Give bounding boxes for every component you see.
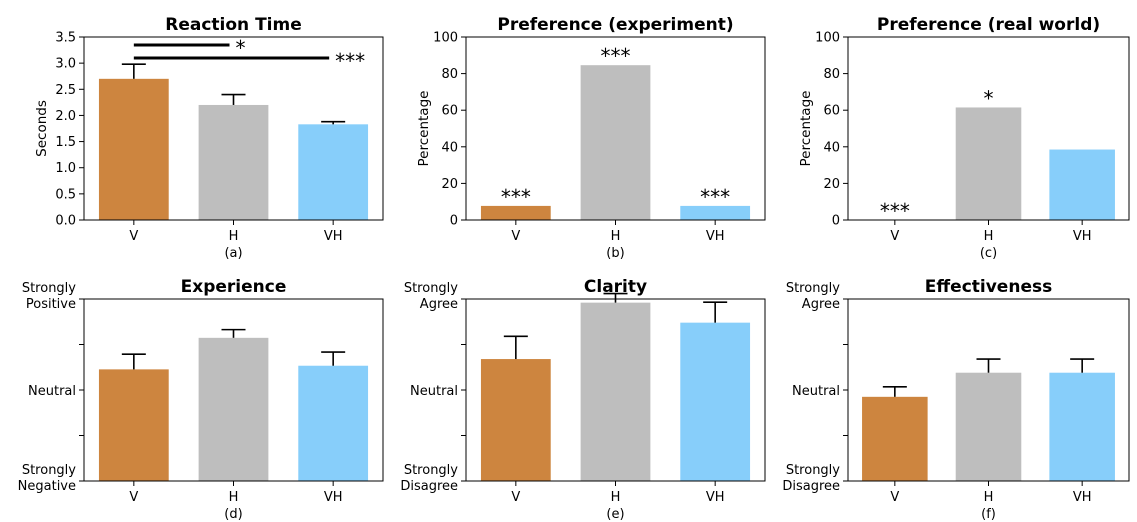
bar-h (580, 65, 651, 220)
y-tick-label: Agree (802, 297, 840, 312)
bar-v (862, 396, 928, 481)
y-tick-label: 20 (441, 177, 458, 192)
bar-vh (1049, 372, 1115, 481)
y-tick-label: Strongly (786, 281, 840, 296)
y-tick-label: Strongly (404, 463, 458, 478)
chart-caption: (b) (606, 246, 624, 261)
x-tick-label: V (890, 490, 899, 505)
y-axis-label: Seconds (34, 100, 50, 157)
significance-stars: *** (335, 49, 365, 73)
y-tick-label: 40 (441, 140, 458, 155)
x-tick-label: V (890, 229, 899, 244)
chart-caption: (e) (606, 507, 624, 522)
y-tick-label: Disagree (782, 479, 840, 494)
bar-vh (298, 365, 369, 481)
y-tick-label: Strongly (22, 463, 76, 478)
significance-stars: * (236, 36, 246, 60)
significance-stars: *** (700, 185, 730, 209)
y-tick-label: 3.5 (55, 31, 76, 46)
x-tick-label: VH (324, 229, 343, 244)
significance-stars: * (984, 86, 994, 110)
y-tick-label: Disagree (400, 479, 458, 494)
bar-h (198, 337, 269, 481)
y-tick-label: 0.5 (55, 187, 76, 202)
x-tick-label: VH (706, 490, 725, 505)
x-tick-label: V (129, 490, 138, 505)
chart-title: Clarity (584, 277, 647, 297)
y-tick-label: 80 (823, 67, 840, 82)
y-tick-label: Neutral (792, 384, 840, 399)
y-axis-label: Percentage (798, 91, 814, 167)
bar-vh (680, 322, 751, 481)
x-tick-label: H (984, 229, 994, 244)
chart-caption: (a) (224, 246, 242, 261)
bar-v (480, 205, 551, 220)
y-tick-label: 40 (823, 140, 840, 155)
x-tick-label: H (611, 490, 621, 505)
chart-caption: (d) (224, 507, 242, 522)
y-tick-label: Strongly (786, 463, 840, 478)
y-tick-label: 1.5 (55, 135, 76, 150)
y-tick-label: Strongly (404, 281, 458, 296)
y-tick-label: 60 (823, 104, 840, 119)
bar-v (480, 359, 551, 481)
y-tick-label: 80 (441, 67, 458, 82)
chart-title: Preference (real world) (877, 15, 1100, 35)
bar-v (98, 369, 169, 481)
chart-panel: EffectivenessStronglyDisagreeNeutralStro… (782, 277, 1130, 522)
y-tick-label: 2.0 (55, 109, 76, 124)
y-tick-label: 100 (433, 31, 458, 46)
y-tick-label: 0 (832, 214, 840, 229)
y-tick-label: Neutral (28, 384, 76, 399)
y-tick-label: 2.5 (55, 83, 76, 98)
y-tick-label: 1.0 (55, 161, 76, 176)
x-tick-label: VH (324, 490, 343, 505)
chart-title: Preference (experiment) (497, 15, 733, 35)
chart-title: Effectiveness (925, 277, 1052, 297)
x-tick-label: VH (706, 229, 725, 244)
chart-caption: (f) (981, 507, 996, 522)
x-tick-label: H (229, 490, 239, 505)
bar-h (955, 107, 1022, 220)
y-tick-label: Negative (18, 479, 76, 494)
y-tick-label: Strongly (22, 281, 76, 296)
y-axis-label: Percentage (416, 91, 432, 167)
bar-vh (1049, 149, 1115, 220)
x-tick-label: V (511, 229, 520, 244)
x-tick-label: V (511, 490, 520, 505)
bar-h (580, 302, 651, 481)
x-tick-label: H (984, 490, 994, 505)
bar-vh (298, 124, 369, 220)
chart-panel: ClarityStronglyDisagreeNeutralStronglyAg… (400, 277, 766, 522)
x-tick-label: VH (1073, 229, 1092, 244)
y-tick-label: 60 (441, 104, 458, 119)
y-tick-label: 3.0 (55, 57, 76, 72)
x-tick-label: VH (1073, 490, 1092, 505)
bar-v (98, 78, 169, 220)
chart-title: Reaction Time (165, 15, 302, 35)
y-tick-label: Positive (26, 297, 76, 312)
x-tick-label: V (129, 229, 138, 244)
y-tick-label: Neutral (410, 384, 458, 399)
x-tick-label: H (229, 229, 239, 244)
chart-title: Experience (181, 277, 287, 297)
significance-stars: *** (601, 44, 631, 68)
bar-h (198, 104, 269, 220)
significance-stars: *** (880, 199, 910, 223)
significance-stars: *** (501, 185, 531, 209)
chart-caption: (c) (980, 246, 997, 261)
y-tick-label: 0 (450, 214, 458, 229)
bar-h (955, 372, 1022, 481)
bar-vh (680, 205, 751, 220)
x-tick-label: H (611, 229, 621, 244)
y-tick-label: Agree (420, 297, 458, 312)
y-tick-label: 100 (815, 31, 840, 46)
y-tick-label: 20 (823, 177, 840, 192)
chart-panel: ExperienceStronglyNegativeNeutralStrongl… (18, 277, 384, 522)
y-tick-label: 0.0 (55, 214, 76, 229)
